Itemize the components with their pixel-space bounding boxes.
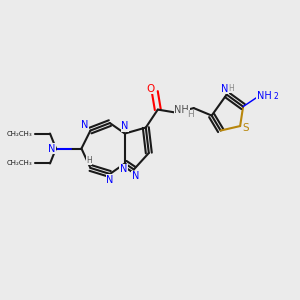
Text: N: N xyxy=(81,120,89,130)
Text: NH: NH xyxy=(174,105,189,115)
Text: N: N xyxy=(132,171,139,181)
Text: CH₂CH₃: CH₂CH₃ xyxy=(6,160,32,166)
Text: N: N xyxy=(120,164,127,175)
Text: NH: NH xyxy=(257,91,272,101)
Text: N: N xyxy=(106,175,114,185)
Text: N: N xyxy=(221,84,229,94)
Text: 2: 2 xyxy=(274,92,278,100)
Text: N: N xyxy=(48,143,55,154)
Text: CH₂CH₃: CH₂CH₃ xyxy=(6,130,32,136)
Text: N: N xyxy=(121,121,129,131)
Text: H: H xyxy=(187,110,194,119)
Text: H: H xyxy=(86,156,92,165)
Text: S: S xyxy=(243,122,249,133)
Text: H: H xyxy=(228,83,234,92)
Text: O: O xyxy=(146,84,154,94)
